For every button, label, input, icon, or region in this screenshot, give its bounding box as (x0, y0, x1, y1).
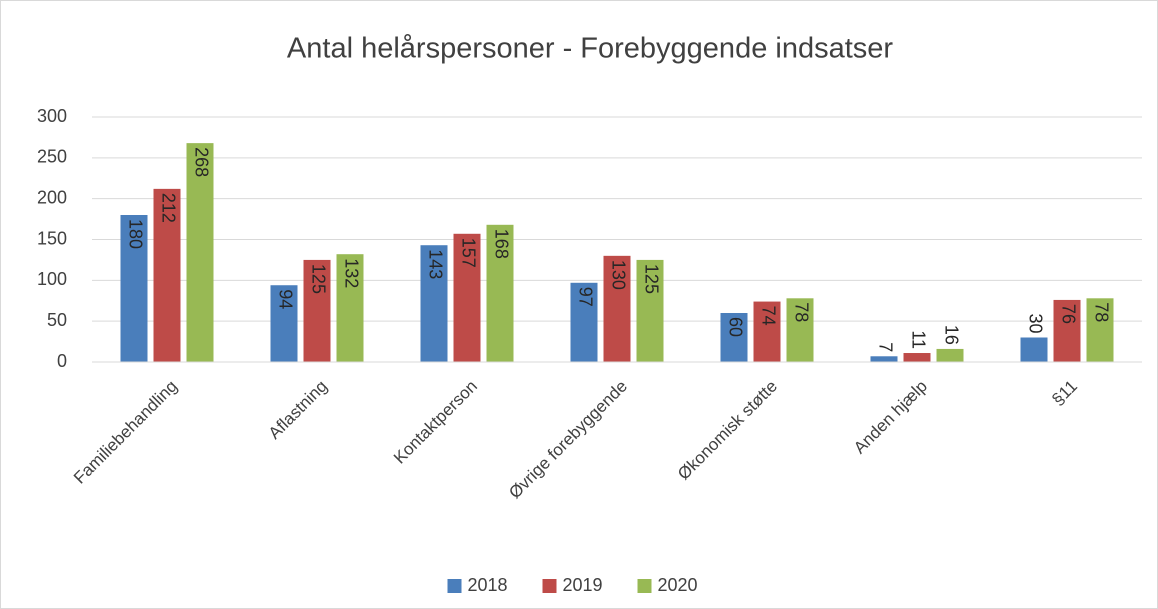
bar (420, 245, 448, 362)
data-label: 76 (1058, 304, 1078, 324)
data-label: 60 (725, 317, 745, 337)
data-label: 78 (1091, 302, 1111, 322)
y-tick-label: 0 (57, 351, 67, 371)
data-label: 7 (875, 342, 895, 352)
bar (786, 298, 814, 362)
bar (336, 254, 364, 362)
legend-label: 2020 (658, 575, 698, 595)
bar (720, 313, 748, 362)
data-label: 94 (275, 289, 295, 309)
y-tick-label: 100 (37, 269, 67, 289)
data-label: 130 (608, 260, 628, 290)
data-label: 168 (491, 229, 511, 259)
bar (636, 259, 664, 362)
data-label: 157 (458, 238, 478, 268)
bar (303, 259, 331, 362)
bar (153, 188, 181, 362)
bar (1053, 299, 1081, 362)
y-tick-label: 150 (37, 228, 67, 248)
bar (1086, 298, 1114, 362)
bar (603, 255, 631, 362)
bar (1020, 337, 1048, 362)
data-label: 16 (941, 325, 961, 345)
data-label: 11 (908, 330, 928, 349)
bar (120, 215, 148, 362)
data-label: 268 (191, 147, 211, 177)
y-tick-label: 250 (37, 147, 67, 167)
data-label: 143 (425, 249, 445, 279)
y-tick-label: 50 (47, 310, 67, 330)
bar (753, 301, 781, 362)
bar (570, 282, 598, 362)
data-label: 132 (341, 258, 361, 288)
chart-title: Antal helårspersoner - Forebyggende inds… (287, 33, 893, 65)
bar (903, 353, 931, 362)
legend-swatch (542, 579, 557, 593)
data-label: 97 (575, 287, 595, 307)
data-label: 74 (758, 306, 778, 326)
legend-label: 2019 (563, 575, 603, 595)
bar (936, 348, 964, 362)
legend-swatch (447, 579, 462, 593)
data-label: 125 (308, 264, 328, 294)
data-label: 78 (791, 302, 811, 322)
data-label: 30 (1025, 313, 1045, 333)
legend-swatch (637, 579, 652, 593)
bar (486, 224, 514, 362)
data-label: 212 (158, 193, 178, 223)
y-tick-label: 200 (37, 187, 67, 207)
legend-label: 2018 (468, 575, 508, 595)
bar (870, 356, 898, 362)
data-label: 180 (125, 219, 145, 249)
y-tick-label: 300 (37, 106, 67, 126)
bar (453, 233, 481, 362)
bar (186, 143, 214, 362)
data-label: 125 (641, 264, 661, 294)
bar (270, 285, 298, 362)
